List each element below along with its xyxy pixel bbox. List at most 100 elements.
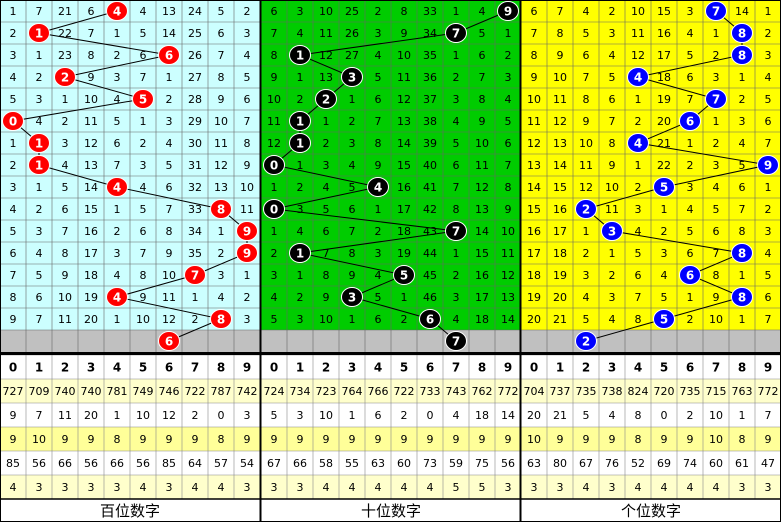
ball <box>236 221 258 241</box>
omission-cell: 3 <box>140 159 147 172</box>
stat-cell: 9 <box>297 433 304 446</box>
omission-cell: 10 <box>214 115 228 128</box>
omission-cell: 10 <box>319 5 333 18</box>
ball <box>367 177 389 197</box>
omission-cell: 3 <box>36 225 43 238</box>
omission-cell: 9 <box>349 269 356 282</box>
omission-cell: 1 <box>739 269 746 282</box>
digit-header: 8 <box>478 361 486 375</box>
omission-cell: 10 <box>397 49 411 62</box>
stat-cell: 9 <box>505 433 512 446</box>
digit-header: 7 <box>452 361 460 375</box>
stat-cell: 787 <box>211 385 232 398</box>
omission-cell: 5 <box>375 291 382 304</box>
omission-cell: 18 <box>657 71 671 84</box>
stat-cell: 20 <box>84 409 98 422</box>
omission-cell: 5 <box>271 313 278 326</box>
ball-number: 9 <box>243 225 251 239</box>
ball <box>289 45 311 65</box>
omission-cell: 1 <box>114 313 121 326</box>
digit-header: 2 <box>322 361 330 375</box>
omission-cell: 2 <box>375 5 382 18</box>
digit-header: 0 <box>530 361 538 375</box>
omission-cell: 2 <box>635 115 642 128</box>
omission-cell: 2 <box>192 313 199 326</box>
omission-cell: 10 <box>475 137 489 150</box>
ball-number: 1 <box>35 159 43 173</box>
omission-cell: 1 <box>453 247 460 260</box>
omission-cell: 6 <box>140 225 147 238</box>
omission-cell: 15 <box>475 247 489 260</box>
omission-cell: 8 <box>349 247 356 260</box>
omission-cell: 41 <box>423 181 437 194</box>
ball <box>757 155 779 175</box>
ball-number: 7 <box>191 269 199 283</box>
omission-cell: 9 <box>166 247 173 260</box>
omission-cell: 6 <box>765 115 772 128</box>
stat-cell: 56 <box>84 457 98 470</box>
stat-cell: 9 <box>62 433 69 446</box>
omission-cell: 3 <box>635 203 642 216</box>
omission-cell: 7 <box>10 269 17 282</box>
stat-cell: 10 <box>136 409 150 422</box>
omission-cell: 13 <box>553 137 567 150</box>
omission-cell: 5 <box>505 115 512 128</box>
omission-cell: 32 <box>188 181 202 194</box>
stat-cell: 0 <box>661 409 668 422</box>
stat-cell: 772 <box>498 385 519 398</box>
ball-number: 5 <box>660 181 668 195</box>
omission-cell: 10 <box>162 269 176 282</box>
omission-cell: 3 <box>583 269 590 282</box>
stat-cell: 56 <box>32 457 46 470</box>
stat-cell: 21 <box>553 409 567 422</box>
omission-cell: 4 <box>297 27 304 40</box>
omission-cell: 15 <box>553 181 567 194</box>
omission-cell: 44 <box>423 247 437 260</box>
omission-cell: 3 <box>218 269 225 282</box>
omission-cell: 7 <box>36 313 43 326</box>
omission-cell: 25 <box>188 27 202 40</box>
omission-cell: 2 <box>713 137 720 150</box>
ball-number: 6 <box>686 115 694 129</box>
ball <box>341 67 363 87</box>
omission-cell: 7 <box>765 313 772 326</box>
omission-cell: 17 <box>397 203 411 216</box>
omission-cell: 11 <box>267 115 281 128</box>
omission-cell: 4 <box>323 181 330 194</box>
digit-header: 8 <box>217 361 225 375</box>
omission-cell: 1 <box>297 159 304 172</box>
stat-cell: 764 <box>342 385 363 398</box>
stat-cell: 60 <box>397 457 411 470</box>
omission-cell: 33 <box>423 5 437 18</box>
ball-number: 7 <box>712 93 720 107</box>
ball <box>341 287 363 307</box>
omission-cell: 40 <box>423 159 437 172</box>
omission-cell: 1 <box>10 137 17 150</box>
omission-cell: 8 <box>557 27 564 40</box>
omission-cell: 1 <box>583 225 590 238</box>
omission-cell: 6 <box>765 291 772 304</box>
stat-cell: 75 <box>475 457 489 470</box>
stat-cell: 14 <box>501 409 515 422</box>
digit-header: 7 <box>191 361 199 375</box>
omission-cell: 4 <box>218 291 225 304</box>
digit-header: 9 <box>764 361 772 375</box>
omission-cell: 5 <box>349 181 356 194</box>
omission-cell: 2 <box>297 181 304 194</box>
omission-cell: 3 <box>609 27 616 40</box>
omission-cell: 4 <box>140 5 147 18</box>
stat-cell: 9 <box>687 433 694 446</box>
ball <box>601 221 623 241</box>
stat-cell: 9 <box>765 433 772 446</box>
stat-cell: 740 <box>81 385 102 398</box>
omission-cell: 39 <box>423 137 437 150</box>
stat-cell: 85 <box>6 457 20 470</box>
ball <box>263 199 285 219</box>
omission-cell: 14 <box>397 137 411 150</box>
stat-cell: 56 <box>501 457 515 470</box>
stat-cell: 9 <box>244 433 251 446</box>
omission-cell: 17 <box>553 225 567 238</box>
omission-cell: 3 <box>62 137 69 150</box>
ball <box>445 331 467 351</box>
stat-cell: 4 <box>401 481 408 494</box>
